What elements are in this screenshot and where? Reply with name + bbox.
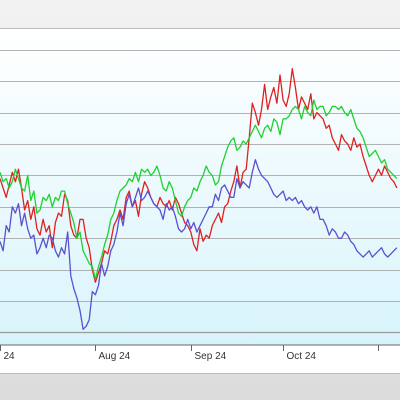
chart-panel: 24 Aug 24 Sep 24 Oct 24: [0, 28, 400, 374]
x-tick-label-4: Oct 24: [287, 351, 317, 362]
line-chart: 24 Aug 24 Sep 24 Oct 24: [0, 29, 400, 362]
series-line-2: [0, 99, 398, 280]
series-line-3: [0, 159, 398, 330]
series-lines: [0, 68, 398, 330]
x-tick-label-2: Aug 24: [99, 351, 131, 362]
x-tick-label-3: Sep 24: [195, 351, 227, 362]
plot-area: [0, 29, 400, 345]
x-tick-label-1: 24: [4, 351, 16, 362]
x-tick-labels: 24 Aug 24 Sep 24 Oct 24: [0, 345, 379, 362]
